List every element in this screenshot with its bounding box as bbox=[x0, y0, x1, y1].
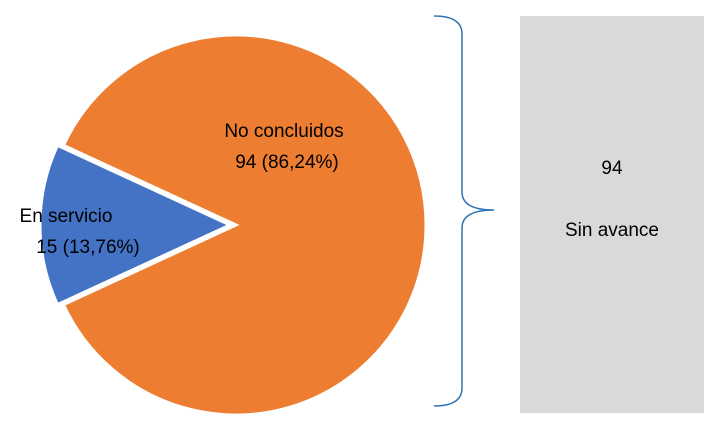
summary-box-caption: Sin avance bbox=[564, 220, 659, 241]
curly-bracket bbox=[433, 15, 495, 407]
slice-label-en-servicio-value: 15 (13,76%) bbox=[36, 237, 140, 258]
pie-slice-en-servicio bbox=[38, 143, 234, 307]
slice-label-no-concluidos-value: 94 (86,24%) bbox=[235, 152, 339, 173]
pie-slice-no-concluidos bbox=[61, 33, 428, 417]
slice-label-no-concluidos-name: No concluidos bbox=[224, 121, 343, 142]
summary-box: 94 Sin avance bbox=[520, 16, 704, 413]
summary-box-value: 94 bbox=[601, 158, 623, 179]
slice-label-en-servicio-name: En servicio bbox=[20, 206, 113, 227]
